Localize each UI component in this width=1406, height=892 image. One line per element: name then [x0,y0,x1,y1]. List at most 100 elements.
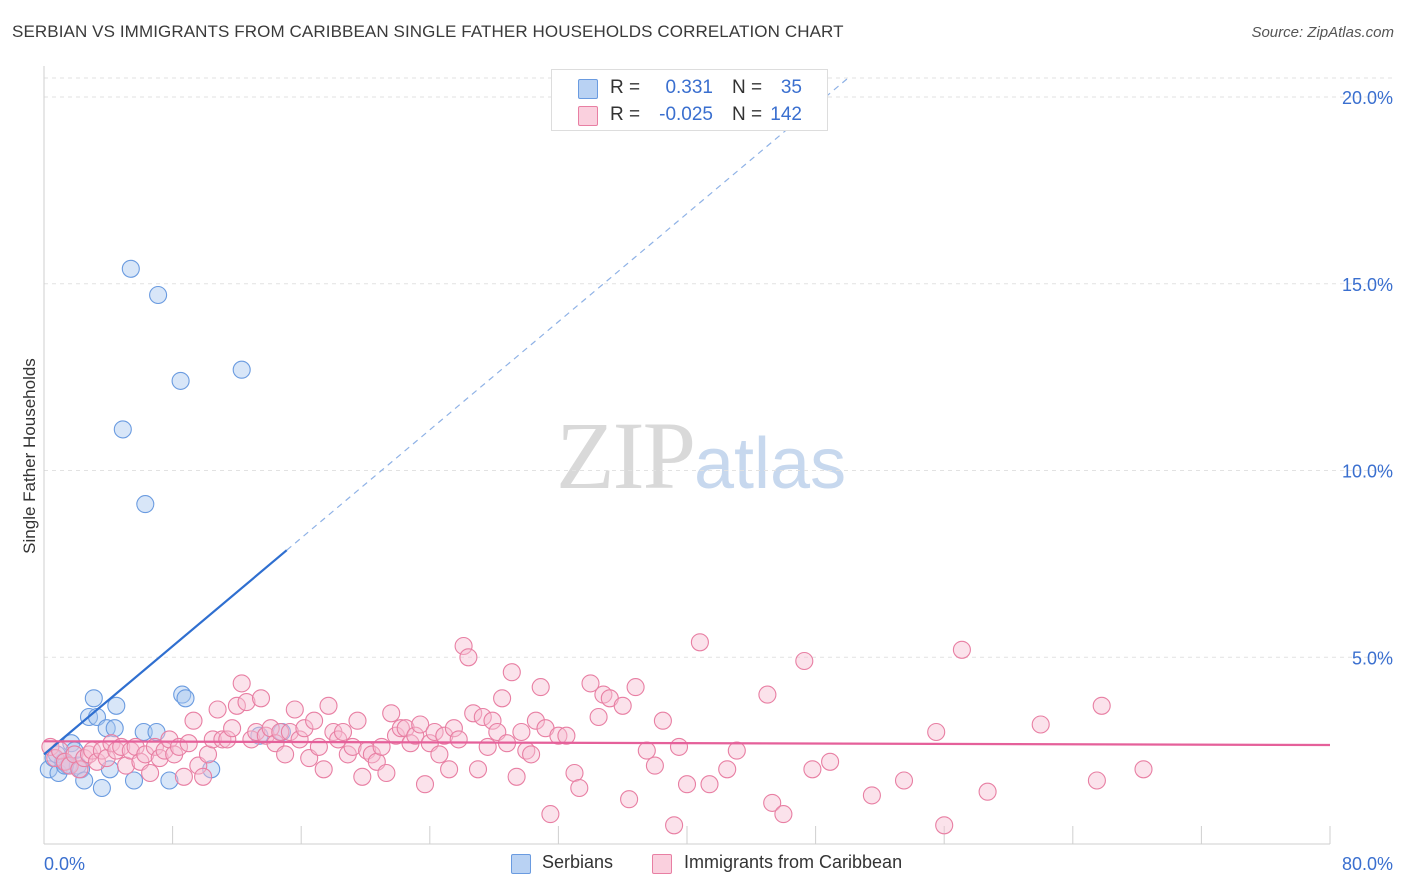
caribbean-point [415,775,435,794]
chart-title: SERBIAN VS IMMIGRANTS FROM CARIBBEAN SIN… [12,22,844,41]
caribbean-point [758,685,777,704]
serbian-trend-line [43,549,288,756]
caribbean-point [665,816,684,835]
serbian-point [176,689,195,708]
caribbean-point [232,674,251,693]
caribbean-point [440,760,459,779]
serbian-point [136,495,155,514]
caribbean-point [280,722,299,742]
legend-n-label: N = [732,77,763,98]
caribbean-point [565,763,584,783]
y-tick-label: 15.0% [1342,275,1393,295]
caribbean-point [927,722,946,742]
caribbean-point [194,767,213,786]
caribbean-point [473,707,492,727]
caribbean-point [952,640,971,659]
caribbean-point [718,760,737,779]
caribbean-point [333,722,353,742]
caribbean-point [795,651,814,671]
caribbean-point [894,771,914,790]
caribbean-point [247,722,266,742]
caribbean-point [653,711,672,730]
caribbean-point [531,678,550,697]
legend-r-label: R = [610,77,641,98]
caribbean-point [468,760,488,779]
serbian-point [92,778,111,798]
bottom-legend-label-caribbean: Immigrants from Caribbean [684,852,903,872]
caribbean-point [512,722,531,742]
serbian-point [124,771,144,790]
caribbean-point [87,752,107,771]
caribbean-point [319,696,338,715]
x-tick-label-max: 80.0% [1342,854,1393,874]
bottom-legend-label-serbians: Serbians [542,852,614,872]
caribbean-point [382,704,401,723]
legend-n-label: N = [732,104,763,125]
caribbean-point [581,674,600,693]
caribbean-point [570,778,589,798]
caribbean-point [314,760,333,779]
caribbean-point [136,745,155,764]
caribbean-point [935,816,954,835]
caribbean-point [112,737,131,756]
legend-n-value-serbians: 35 [780,77,802,98]
caribbean-point [425,722,444,742]
legend-r-value-caribbean: -0.025 [659,104,713,125]
caribbean-point [526,711,545,730]
serbian-point [84,689,103,708]
caribbean-point [1031,715,1050,734]
caribbean-point [141,763,160,783]
caribbean-point [677,775,697,794]
caribbean-point [444,719,463,738]
caribbean-point [309,737,328,756]
serbian-point [160,771,179,790]
serbian-point [121,259,140,278]
legend-swatch-serbians [578,79,598,99]
serbian-point [232,360,251,379]
caribbean-point [70,760,89,779]
legend-r-value-serbians: 0.331 [665,77,713,98]
caribbean-point [449,730,468,749]
caribbean-point [430,745,449,764]
y-tick-label: 5.0% [1352,648,1393,668]
watermark-zip: ZIP [556,402,696,509]
caribbean-point [60,756,79,775]
legend-row-serbians: R = 0.331 N = 35 [552,74,827,100]
serbian-point [105,719,124,738]
caribbean-point [589,707,608,727]
caribbean-point [522,745,541,764]
caribbean-point [251,689,271,708]
caribbean-point [305,711,324,730]
caribbean-point [690,633,709,652]
caribbean-point [541,805,560,824]
legend-r-label: R = [610,104,641,125]
caribbean-point [223,719,242,738]
source-attribution: Source: ZipAtlas.com [1251,24,1394,41]
caribbean-point [411,715,430,734]
caribbean-point [290,730,309,749]
caribbean-point [507,767,526,786]
caribbean-point [557,726,576,745]
watermark-atlas: atlas [694,424,847,504]
caribbean-point [435,726,454,745]
watermark: ZIPatlas [556,400,846,511]
serbian-point [113,420,132,439]
caribbean-point [502,663,521,682]
caribbean-point [276,745,295,764]
caribbean-point [348,711,367,730]
caribbean-point [271,722,290,742]
caribbean-point [862,786,881,805]
caribbean-point [803,760,822,779]
caribbean-point [372,737,391,756]
caribbean-point [821,752,840,771]
caribbean-point [763,793,782,812]
caribbean-point [391,719,410,738]
caribbean-point [700,775,719,794]
caribbean-point [774,805,793,824]
caribbean-point [613,696,632,715]
caribbean-point [285,700,304,719]
serbian-point [75,771,94,790]
serbian-point [171,371,190,390]
caribbean-point [637,741,656,760]
